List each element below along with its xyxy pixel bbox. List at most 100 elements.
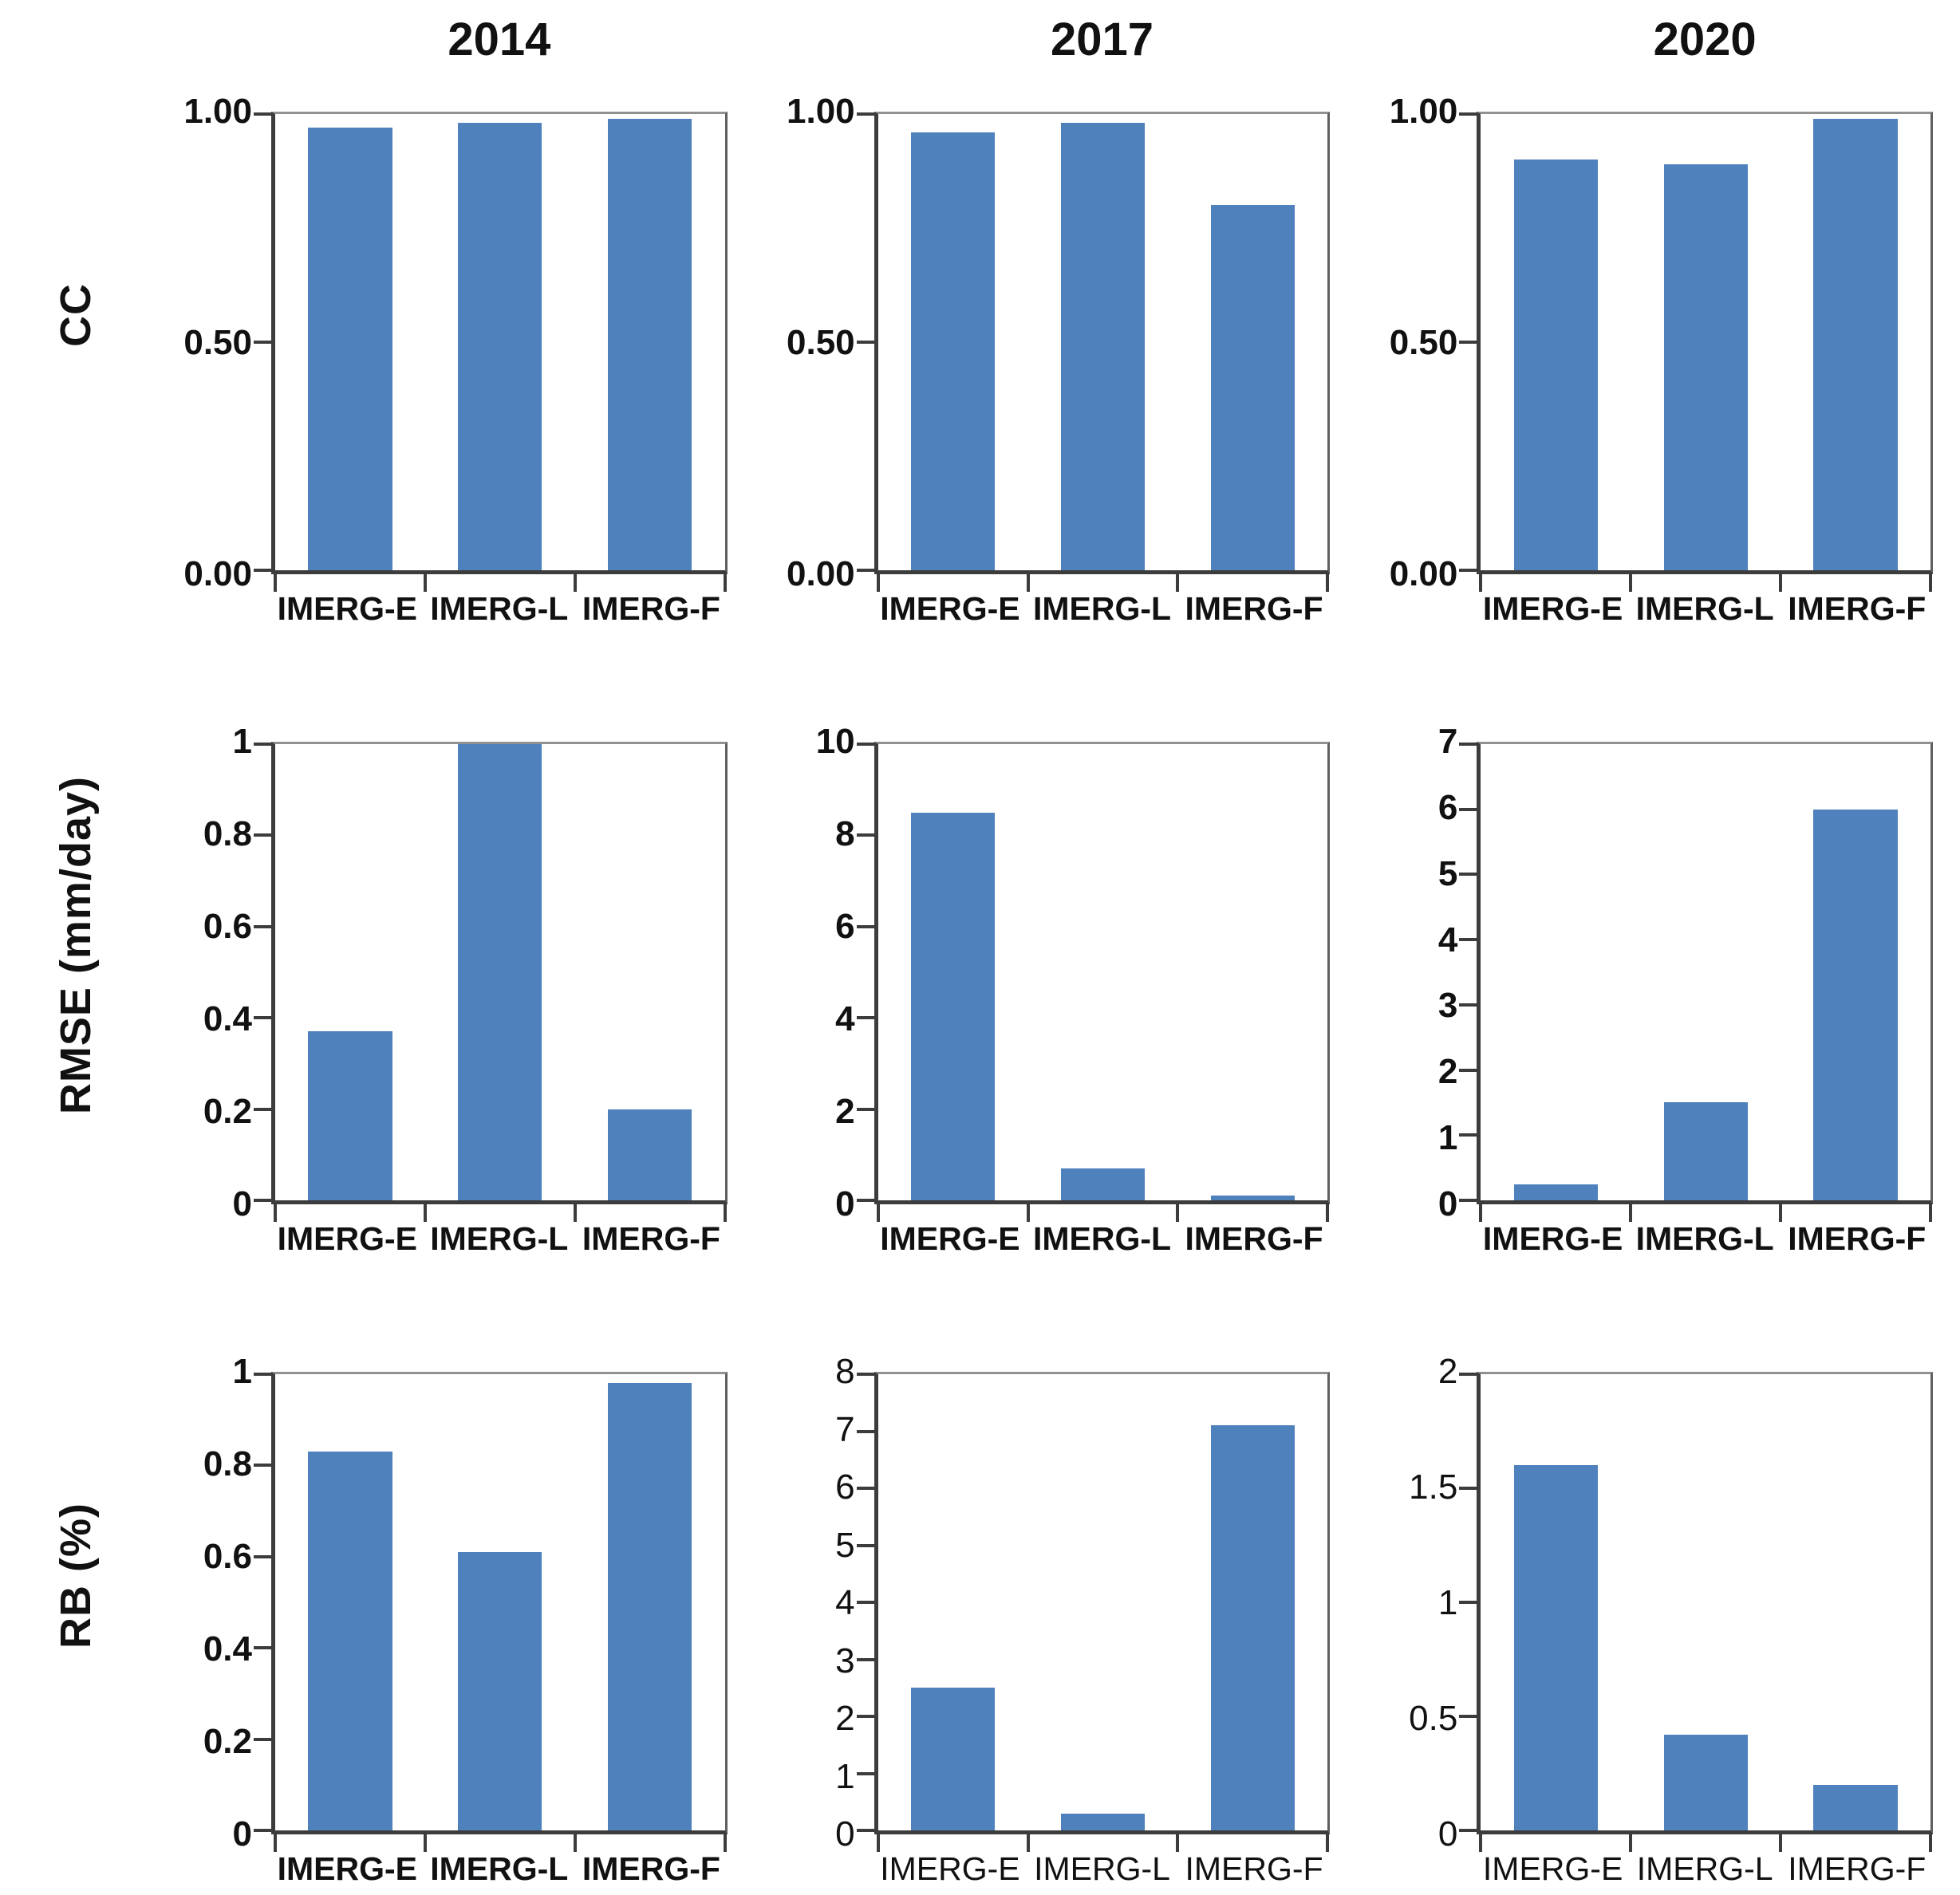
y-tick-label: 0.00 (1389, 554, 1458, 593)
bar-slot (1781, 114, 1930, 570)
bar-imerg-f (608, 1383, 692, 1830)
bar-slot (878, 114, 1028, 570)
bar-imerg-f (1210, 1425, 1295, 1830)
plot-box (856, 1372, 1331, 1852)
y-tick-mark (1459, 569, 1477, 572)
y-tick-label: 1.00 (787, 92, 855, 131)
column-title-2014: 2014 (448, 14, 551, 65)
x-tick-mark (1176, 574, 1180, 592)
y-tick-mark (1459, 807, 1477, 811)
y-tick-mark (254, 924, 271, 928)
y-tick-label: 1 (1437, 1118, 1458, 1158)
y-tick-label: 1 (232, 1352, 252, 1391)
bar-imerg-l (1060, 1813, 1146, 1830)
x-tick-mark (1026, 1834, 1030, 1852)
bar-slot (1781, 1374, 1930, 1830)
x-axis-labels: IMERG-E IMERG-L IMERG-F (874, 574, 1331, 635)
y-tick-label: 3 (1437, 986, 1458, 1026)
y-tick-label: 10 (815, 722, 855, 761)
y-tick-label: 0 (232, 1814, 252, 1854)
y-tick-mark (1459, 1715, 1477, 1718)
x-tick-mark (573, 574, 577, 592)
y-axis-ticks: 1.00 0.50 0.00 (1357, 94, 1477, 592)
y-tick-mark (856, 1487, 874, 1490)
y-tick-label: 0.4 (203, 999, 252, 1038)
y-tick-mark (254, 1464, 271, 1468)
y-axis-ticks: 2 1.5 1 0.5 0 (1357, 1354, 1477, 1852)
x-category-label: IMERG-E (1482, 1850, 1623, 1887)
y-tick-mark (254, 833, 271, 837)
y-axis-title-text: RMSE (mm/day) (52, 775, 100, 1115)
column-title-2020: 2020 (1653, 14, 1757, 65)
x-tick-mark (723, 1204, 727, 1222)
x-tick-mark (1479, 1204, 1483, 1222)
plot-box (254, 742, 728, 1222)
bar-slot (575, 744, 725, 1200)
bar-imerg-f (1813, 1784, 1898, 1830)
bar-imerg-l (1663, 1734, 1748, 1830)
bars (275, 744, 725, 1200)
bar-slot (275, 744, 425, 1200)
y-tick-label: 0.8 (203, 1444, 252, 1483)
panel-rb-2014: 1 0.8 0.6 0.4 0.2 0 IMERG-E IMERG-L IMERG-F (152, 1260, 755, 1890)
x-tick-mark (1326, 1204, 1330, 1222)
bar-slot (425, 114, 575, 570)
y-tick-mark (856, 341, 874, 344)
y-tick-mark (856, 1373, 874, 1376)
panel-cc-2014: 2014 1.00 0.50 0.00 IMERG-E IMERG-L IMERG-F (152, 0, 755, 630)
y-axis-title-text: CC (52, 283, 100, 347)
bars (878, 114, 1328, 570)
x-tick-mark (1929, 574, 1932, 592)
plot-box (856, 742, 1331, 1222)
y-axis-title-cc: CC (0, 0, 152, 630)
x-tick-mark (1026, 574, 1030, 592)
bar-imerg-e (910, 132, 996, 570)
x-tick-mark (423, 1204, 427, 1222)
y-tick-label: 0.4 (203, 1629, 252, 1668)
y-tick-mark (856, 1657, 874, 1661)
x-category-label: IMERG-F (582, 1219, 720, 1257)
x-tick-mark (1779, 1834, 1783, 1852)
y-tick-label: 0 (835, 1814, 855, 1854)
y-tick-label: 0 (1437, 1814, 1458, 1854)
x-category-label: IMERG-F (1185, 1219, 1323, 1257)
y-axis-ticks: 1 0.8 0.6 0.4 0.2 0 (152, 724, 271, 1222)
x-tick-mark (1629, 1834, 1633, 1852)
y-axis-title-text: RB (%) (52, 1502, 100, 1649)
x-category-label: IMERG-E (277, 589, 417, 627)
x-tick-mark (274, 1204, 277, 1222)
x-tick-mark (1929, 1834, 1932, 1852)
y-tick-label: 7 (835, 1409, 855, 1449)
y-tick-mark (254, 341, 271, 344)
x-tick-mark (723, 574, 727, 592)
x-tick-mark (423, 1834, 427, 1852)
bar-slot (1028, 744, 1178, 1200)
bar-slot (1631, 744, 1781, 1200)
y-tick-mark (254, 569, 271, 572)
y-tick-mark (856, 1016, 874, 1020)
bar-imerg-l (1060, 1168, 1146, 1200)
x-axis-labels: IMERG-E IMERG-L IMERG-F (874, 1204, 1331, 1265)
plot-area: 8 7 6 5 4 3 2 1 0 (755, 1354, 1331, 1852)
bar-imerg-e (308, 1452, 392, 1830)
x-tick-mark (876, 1834, 880, 1852)
y-axis-ticks: 8 7 6 5 4 3 2 1 0 (755, 1354, 874, 1852)
y-tick-label: 0 (232, 1184, 252, 1223)
y-tick-label: 0.50 (787, 323, 855, 362)
x-axis-labels: IMERG-E IMERG-L IMERG-F (1477, 574, 1933, 635)
bar-slot (1028, 114, 1178, 570)
x-tick-mark (274, 1834, 277, 1852)
y-tick-mark (1459, 938, 1477, 942)
y-axis-ticks: 1 0.8 0.6 0.4 0.2 0 (152, 1354, 271, 1852)
x-tick-mark (723, 1834, 727, 1852)
bar-imerg-l (458, 744, 542, 1200)
bar-slot (575, 1374, 725, 1830)
x-tick-mark (1176, 1204, 1180, 1222)
y-tick-mark (856, 1829, 874, 1832)
bars (1481, 114, 1930, 570)
x-axis-labels: IMERG-E IMERG-L IMERG-F (1477, 1204, 1933, 1265)
y-tick-label: 0.2 (203, 1722, 252, 1761)
bar-imerg-f (608, 118, 692, 570)
x-category-label: IMERG-F (582, 1850, 720, 1887)
